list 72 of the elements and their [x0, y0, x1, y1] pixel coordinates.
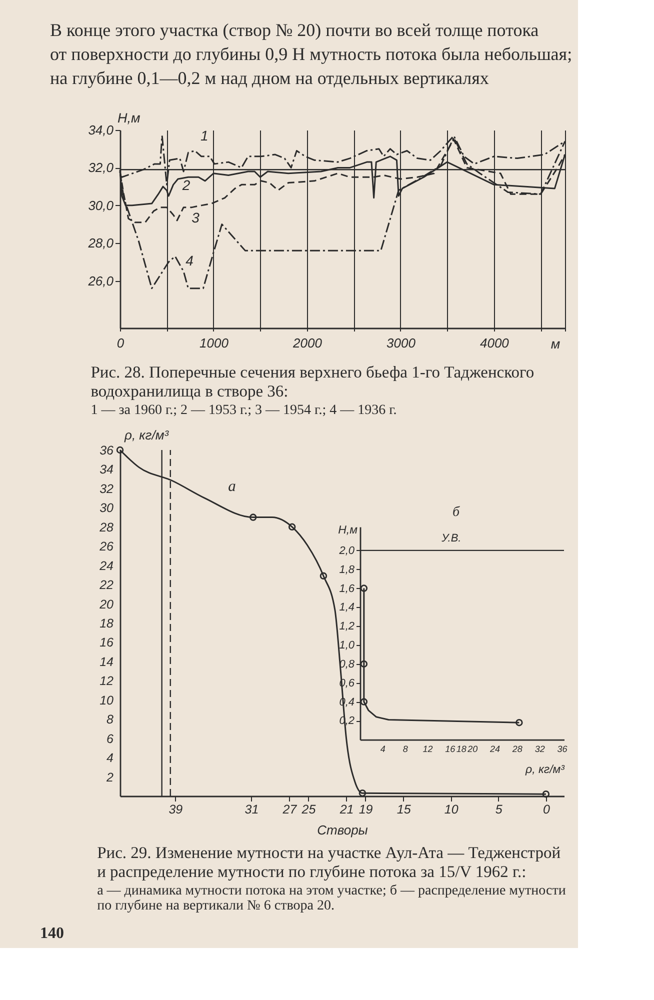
y-tick-label: 28 [98, 520, 114, 534]
x-axis-title: ρ, кг/м³ [524, 764, 566, 776]
text: 140 [40, 925, 64, 942]
x-tick-label: 12 [422, 744, 433, 754]
y-tick-label: 1,2 [339, 620, 354, 633]
y-tick-label: 1,6 [339, 582, 356, 595]
y-tick-label: 34 [100, 462, 114, 477]
y-tick-label: 1,4 [339, 602, 354, 614]
y-tick-label: 28,0 [87, 236, 114, 251]
series-label: 2 [181, 177, 190, 194]
x-tick-label: 0 [116, 336, 125, 350]
x-tick-label: 27 [282, 802, 298, 816]
series-label: 3 [192, 209, 200, 226]
y-tick-label: 2 [106, 770, 114, 784]
x-tick-label: 25 [300, 802, 316, 816]
y-tick-label: 1,0 [339, 640, 356, 652]
x-tick-label: 24 [489, 744, 500, 754]
x-tick-label: 3000 [386, 336, 416, 350]
x-tick-label: 18 [456, 744, 466, 754]
y-tick-label: 1,8 [339, 564, 356, 576]
y-tick-label: 18 [100, 616, 114, 630]
y-tick-label: 12 [100, 674, 114, 688]
y-tick-label: 14 [100, 654, 114, 669]
x-tick-label: 4000 [480, 336, 510, 350]
text: а — динамика мутности потока на этом участке; б — распределение мутности по глубине на вертикали № 6 створа 20. [97, 884, 566, 914]
x-tick-label: 31 [244, 802, 259, 816]
y-axis-title: ρ, кг/м³ [124, 428, 170, 442]
x-axis-title: Створы [317, 822, 368, 838]
y-tick-label: 36 [100, 444, 114, 458]
y-axis-title: H,м [338, 524, 358, 536]
x-tick-label: 20 [466, 744, 478, 754]
ref-line-label: У.В. [440, 532, 462, 544]
x-tick-label: 8 [402, 744, 408, 754]
x-tick-label: 5 [495, 802, 502, 816]
y-axis-title: H,м [118, 110, 140, 126]
y-tick-label: 22 [98, 578, 114, 592]
y-tick-label: 30,0 [88, 198, 114, 213]
x-axis-title: м [550, 336, 560, 352]
x-tick-label: 19 [358, 802, 373, 816]
annotation: а [228, 478, 236, 495]
x-tick-label: 39 [168, 802, 183, 816]
x-tick-label: 28 [511, 744, 522, 754]
series-label: 1 [200, 127, 208, 144]
y-tick-label: 2,0 [338, 544, 356, 557]
x-tick-label: 10 [444, 802, 458, 816]
text: 1 — за 1960 г.; 2 — 1953 г.; 3 — 1954 г.; 4 — 1936 г. [90, 403, 397, 418]
y-tick-label: 26 [98, 540, 114, 554]
y-tick-label: 8 [106, 712, 114, 727]
y-tick-label: 26,0 [87, 273, 114, 288]
y-tick-label: 32,0 [88, 160, 114, 176]
y-tick-label: 34,0 [88, 122, 114, 138]
x-tick-label: 1000 [200, 336, 230, 350]
text: Рис. 29. Изменение мутности на участке Аул-Ата — Тедженстрой и распределение мутности по глубине потока за 15/V 1962 г.: [97, 843, 561, 881]
x-tick-label: 16 [445, 744, 456, 754]
y-tick-label: 6 [106, 732, 114, 746]
series-label: 4 [186, 252, 194, 268]
y-tick-label: 10 [100, 693, 114, 708]
y-tick-label: 16 [100, 636, 114, 650]
x-tick-label: 4 [380, 744, 386, 754]
x-tick-label: 32 [534, 744, 545, 754]
y-tick-label: 24 [98, 558, 114, 573]
x-tick-label: 0 [542, 802, 550, 816]
y-tick-label: 30 [100, 501, 114, 516]
y-tick-label: 32 [100, 482, 114, 496]
x-tick-label: 2000 [292, 336, 323, 350]
x-tick-label: 36 [557, 744, 568, 754]
annotation: б [452, 505, 460, 520]
text: В конце этого участка (створ № 20) почти во всей толще потока от поверхности до глубины 0,9 H мутность потока была небольшая; на глубине 0,1—0,2 м над дном на отдельных вертикалях [50, 20, 572, 88]
text: Рис. 28. Поперечные сечения верхнего бьефа 1-го Тадженского водохранилища в створе 36: [90, 362, 534, 400]
x-tick-label: 21 [338, 802, 354, 816]
x-tick-label: 15 [396, 802, 411, 816]
y-tick-label: 20 [98, 597, 114, 612]
